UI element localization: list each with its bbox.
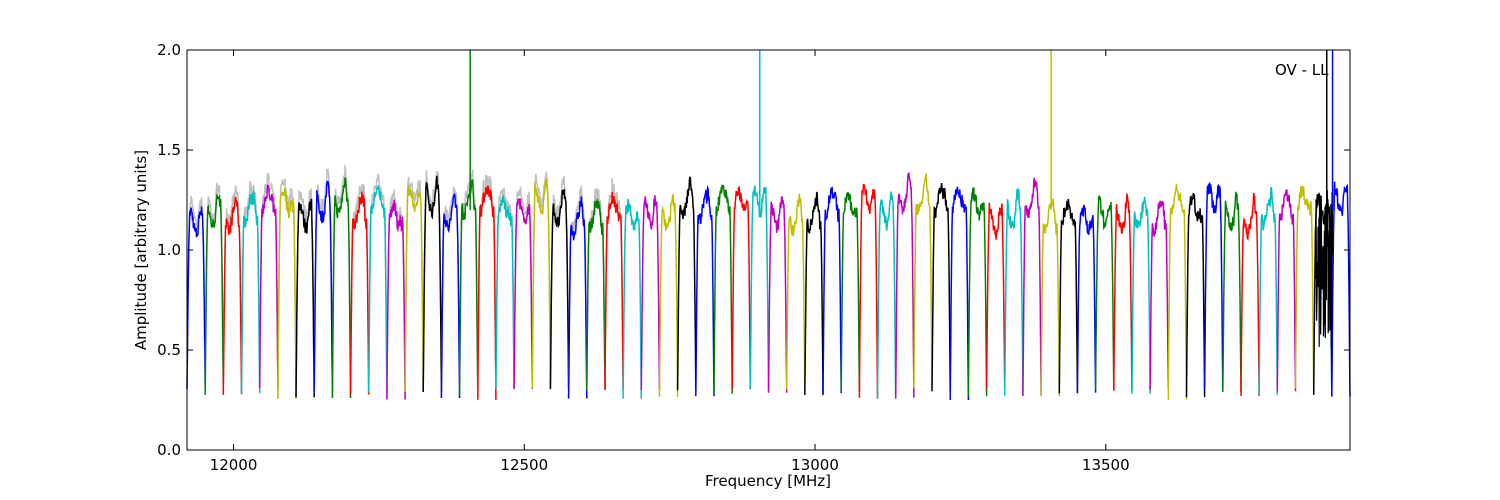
series-band-34 bbox=[804, 191, 824, 396]
x-tick-label: 13500 bbox=[1082, 456, 1130, 474]
y-tick-label: 0.0 bbox=[157, 441, 181, 459]
series-band-19 bbox=[531, 178, 552, 389]
series-band-33 bbox=[785, 193, 806, 390]
plot-area: 12000 12500 13000 13500 0.0 0.5 1.0 1.5 2.0 bbox=[157, 41, 1351, 474]
series-band-21 bbox=[567, 196, 588, 399]
y-tick-label: 0.5 bbox=[157, 341, 181, 359]
series-band-45 bbox=[1003, 187, 1024, 396]
reference-band-11 bbox=[386, 189, 406, 400]
series-band-39 bbox=[894, 171, 915, 398]
series-band-50 bbox=[1094, 195, 1115, 391]
series-band-58 bbox=[1240, 192, 1260, 397]
series-band-17 bbox=[495, 194, 515, 389]
series-band-2 bbox=[222, 196, 243, 395]
series-band-56 bbox=[1203, 182, 1224, 390]
plot-annotation: OV - LL bbox=[1275, 61, 1329, 79]
series-band-46 bbox=[1022, 177, 1042, 397]
y-tick-label: 1.0 bbox=[157, 241, 181, 259]
series-band-55 bbox=[1185, 193, 1206, 398]
series-band-54 bbox=[1167, 184, 1188, 400]
series-band-48 bbox=[1058, 198, 1079, 394]
reference-band-18 bbox=[513, 186, 534, 390]
y-tick-label: 2.0 bbox=[157, 41, 181, 59]
reference-band-20 bbox=[549, 176, 570, 390]
series-band-29 bbox=[713, 184, 733, 394]
series-band-42 bbox=[949, 186, 970, 401]
series-band-6 bbox=[295, 198, 315, 398]
series-layer bbox=[186, 50, 1351, 401]
series-band-63 bbox=[1331, 181, 1351, 397]
series-band-10 bbox=[367, 184, 388, 393]
series-band-26 bbox=[658, 194, 679, 397]
reference-band-21 bbox=[567, 185, 588, 399]
series-band-30 bbox=[731, 185, 752, 390]
series-band-44 bbox=[985, 202, 1006, 389]
reference-band-19 bbox=[531, 171, 552, 389]
series-band-37 bbox=[858, 183, 879, 398]
series-band-7 bbox=[313, 180, 334, 393]
x-axis-label: Frequency [MHz] bbox=[705, 472, 831, 490]
series-band-53 bbox=[1149, 200, 1170, 390]
series-band-22 bbox=[586, 199, 606, 391]
noise-band bbox=[1314, 190, 1334, 348]
series-band-16 bbox=[477, 185, 497, 400]
series-band-62 bbox=[1312, 191, 1333, 396]
series-band-24 bbox=[622, 198, 643, 399]
series-band-13 bbox=[422, 175, 443, 393]
series-band-41 bbox=[931, 183, 951, 392]
series-band-60 bbox=[1276, 189, 1297, 392]
series-band-27 bbox=[676, 176, 697, 391]
series-band-0 bbox=[186, 206, 206, 390]
series-band-57 bbox=[1222, 191, 1242, 393]
x-tick-label: 12500 bbox=[500, 456, 548, 474]
series-band-47 bbox=[1040, 198, 1061, 397]
y-axis-label: Amplitude [arbitrary units] bbox=[132, 150, 150, 350]
series-band-15 bbox=[458, 179, 479, 396]
y-axis: 0.0 0.5 1.0 1.5 2.0 bbox=[157, 41, 1350, 459]
x-axis: 12000 12500 13000 13500 bbox=[210, 50, 1130, 474]
series-band-32 bbox=[767, 196, 788, 393]
x-tick-label: 12000 bbox=[210, 456, 258, 474]
x-tick-label: 13000 bbox=[791, 456, 839, 474]
series-band-23 bbox=[604, 191, 624, 390]
series-band-31 bbox=[749, 185, 770, 389]
series-band-61 bbox=[1294, 185, 1315, 389]
series-band-43 bbox=[967, 187, 988, 397]
reference-band-12 bbox=[404, 175, 424, 393]
series-band-12 bbox=[404, 185, 424, 393]
series-band-8 bbox=[331, 177, 352, 399]
series-band-14 bbox=[440, 192, 461, 399]
series-band-4 bbox=[258, 184, 279, 389]
series-band-20 bbox=[549, 189, 570, 390]
series-band-18 bbox=[513, 198, 534, 390]
y-tick-label: 1.5 bbox=[157, 141, 181, 159]
series-band-11 bbox=[386, 199, 406, 400]
series-band-1 bbox=[204, 194, 225, 395]
series-band-5 bbox=[277, 187, 297, 399]
series-band-3 bbox=[240, 190, 261, 394]
reference-band-4 bbox=[258, 172, 279, 389]
series-band-52 bbox=[1131, 196, 1151, 394]
series-band-35 bbox=[822, 186, 842, 394]
series-band-40 bbox=[913, 173, 933, 389]
series-band-51 bbox=[1113, 193, 1133, 391]
series-band-49 bbox=[1076, 204, 1097, 393]
reference-band-8 bbox=[331, 164, 352, 399]
series-band-9 bbox=[349, 191, 370, 395]
series-band-59 bbox=[1258, 187, 1279, 395]
series-band-38 bbox=[876, 191, 897, 400]
series-band-36 bbox=[840, 191, 861, 392]
series-band-25 bbox=[640, 195, 661, 391]
series-band-28 bbox=[695, 184, 715, 397]
reference-band-1 bbox=[204, 182, 225, 395]
